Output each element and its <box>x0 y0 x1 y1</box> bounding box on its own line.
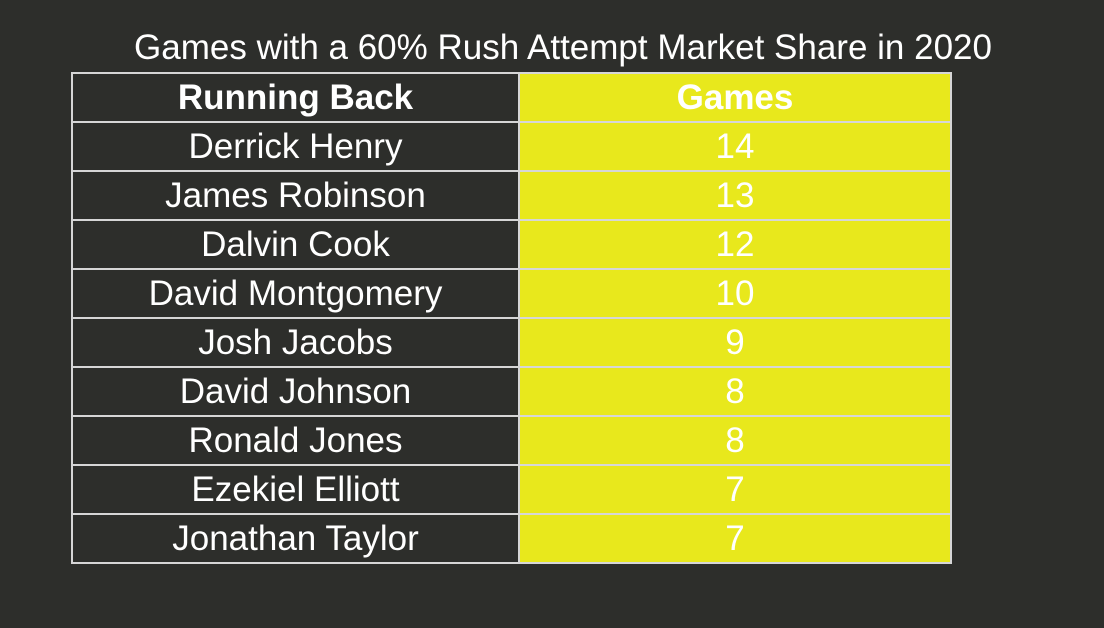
running-back-cell: David Johnson <box>71 366 520 417</box>
running-back-cell: Ronald Jones <box>71 415 520 466</box>
games-cell: 8 <box>518 366 952 417</box>
header-games: Games <box>518 72 952 123</box>
table-row: Josh Jacobs 9 <box>71 317 952 368</box>
games-cell: 13 <box>518 170 952 221</box>
table-body: Derrick Henry 14 James Robinson 13 Dalvin Co… <box>71 121 952 564</box>
running-back-cell: Jonathan Taylor <box>71 513 520 564</box>
games-cell: 12 <box>518 219 952 270</box>
running-back-cell: Ezekiel Elliott <box>71 464 520 515</box>
running-back-cell: Derrick Henry <box>71 121 520 172</box>
table-row: Dalvin Cook 12 <box>71 219 952 270</box>
running-back-cell: David Montgomery <box>71 268 520 319</box>
chart-title: Games with a 60% Rush Attempt Market Sha… <box>134 28 992 67</box>
running-back-table: Running Back Games Derrick Henry 14 James … <box>71 72 952 564</box>
games-cell: 8 <box>518 415 952 466</box>
games-cell: 7 <box>518 464 952 515</box>
table-row: James Robinson 13 <box>71 170 952 221</box>
games-cell: 10 <box>518 268 952 319</box>
table-row: Derrick Henry 14 <box>71 121 952 172</box>
running-back-cell: Josh Jacobs <box>71 317 520 368</box>
games-cell: 9 <box>518 317 952 368</box>
table-row: David Johnson 8 <box>71 366 952 417</box>
header-running-back: Running Back <box>71 72 520 123</box>
running-back-cell: Dalvin Cook <box>71 219 520 270</box>
table-row: Jonathan Taylor 7 <box>71 513 952 564</box>
games-cell: 7 <box>518 513 952 564</box>
header-row: Running Back Games <box>71 72 952 123</box>
table-row: David Montgomery 10 <box>71 268 952 319</box>
running-back-cell: James Robinson <box>71 170 520 221</box>
games-cell: 14 <box>518 121 952 172</box>
table-row: Ronald Jones 8 <box>71 415 952 466</box>
table-row: Ezekiel Elliott 7 <box>71 464 952 515</box>
